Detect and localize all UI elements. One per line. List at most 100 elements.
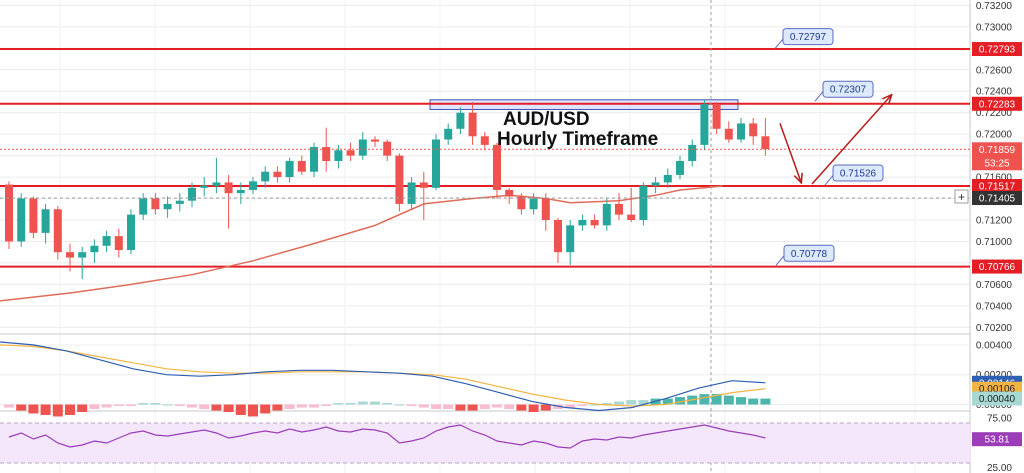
level-badge-bg xyxy=(972,96,1022,111)
price-tick-label: 0.73200 xyxy=(976,1,1013,12)
chart-title: AUD/USD xyxy=(503,109,590,130)
candle-body xyxy=(249,181,257,190)
candle-body xyxy=(102,236,111,246)
macd-readout: 0.00106 xyxy=(979,384,1016,395)
macd-histogram-bar xyxy=(4,404,14,408)
macd-histogram-bar xyxy=(638,400,649,405)
candle-body xyxy=(334,150,343,161)
candle-body xyxy=(590,220,599,226)
price-tick-label: 0.70400 xyxy=(976,301,1013,312)
candle-body xyxy=(224,182,233,194)
countdown-badge: 53:25 xyxy=(984,158,1009,169)
moving-average-line xyxy=(0,185,723,302)
candle-body xyxy=(310,147,318,172)
price-tick-label: 0.70600 xyxy=(976,280,1013,291)
macd-histogram-bar xyxy=(126,404,136,407)
candle-body xyxy=(615,203,623,215)
current-price-bg xyxy=(972,142,1022,171)
macd-histogram-bar xyxy=(394,404,405,406)
macd-histogram-bar xyxy=(492,404,502,408)
macd-histogram-bar xyxy=(626,400,637,405)
macd-histogram-bar xyxy=(675,397,685,405)
rsi-band xyxy=(0,423,970,463)
price-tick-label: 0.71600 xyxy=(976,173,1013,184)
macd-histogram-bar xyxy=(345,403,356,405)
price-tick-label: 0.71000 xyxy=(976,237,1013,248)
macd-histogram-bar xyxy=(321,404,332,407)
macd-histogram-bar xyxy=(174,404,185,407)
level-badge: 0.72283 xyxy=(979,99,1016,110)
price-tick-label: 0.72400 xyxy=(976,87,1013,98)
macd-histogram-bar xyxy=(553,404,563,409)
macd-histogram-bar xyxy=(540,404,551,411)
macd-tick-label: 0.00400 xyxy=(976,340,1013,351)
callout-box xyxy=(832,164,884,182)
candle-body xyxy=(700,104,709,145)
macd-histogram-bar xyxy=(150,403,161,405)
candle-body xyxy=(273,171,282,178)
plus-icon: + xyxy=(958,190,965,204)
macd-histogram-bar xyxy=(296,404,307,408)
price-tick-label: 0.71200 xyxy=(976,216,1013,227)
level-badge: 0.72793 xyxy=(979,45,1016,56)
macd-histogram-bar xyxy=(711,394,722,405)
macd-histogram-bar xyxy=(467,404,478,411)
macd-readout: 0.00040 xyxy=(979,394,1016,405)
macd-histogram-bar xyxy=(138,403,149,405)
macd-histogram-bar xyxy=(52,404,63,417)
macd-signal-line xyxy=(0,344,766,407)
macd-histogram-bar xyxy=(272,404,283,411)
level-badge-bg xyxy=(972,259,1022,274)
candle-body xyxy=(578,220,587,226)
crosshair-price-badge: 0.71405 xyxy=(979,194,1016,205)
price-tick-label: 0.72600 xyxy=(976,65,1013,76)
macd-histogram-bar xyxy=(443,404,454,409)
macd-histogram-bar xyxy=(16,404,27,411)
candle-body xyxy=(5,184,13,242)
chart-subtitle: Hourly Timeframe xyxy=(497,129,658,150)
candle-body xyxy=(724,128,733,140)
price-tick-label: 0.72200 xyxy=(976,108,1013,119)
callout-label: 0.70778 xyxy=(791,249,828,260)
candle-body xyxy=(114,236,123,251)
price-tick-label: 0.72000 xyxy=(976,130,1013,141)
macd-histogram-bar xyxy=(760,398,771,405)
candle-body xyxy=(517,196,526,210)
candle-body xyxy=(761,136,770,150)
macd-histogram-bar xyxy=(187,404,197,408)
price-tick-label: 0.70200 xyxy=(976,323,1013,334)
macd-histogram-bar xyxy=(248,404,258,417)
candle-body xyxy=(78,252,87,258)
candle-body xyxy=(66,252,74,258)
candle-body xyxy=(468,112,477,137)
candle-body xyxy=(456,112,465,129)
macd-histogram-bar xyxy=(211,404,222,411)
arrow-down xyxy=(779,123,801,182)
macd-tick-label: 0.00200 xyxy=(976,370,1013,381)
candle-body xyxy=(529,198,538,210)
level-lines xyxy=(0,48,970,268)
candle-body xyxy=(297,160,306,172)
candle-body xyxy=(676,160,684,175)
candle-body xyxy=(627,214,636,220)
macd-readout-bg xyxy=(972,391,1022,406)
macd-histogram-bar xyxy=(577,404,588,407)
candle-body xyxy=(395,155,404,204)
macd-histogram-bar xyxy=(565,404,576,408)
indicator-grid xyxy=(0,344,970,406)
candle-body xyxy=(663,174,672,183)
crosshair-add-button[interactable]: + xyxy=(954,189,969,204)
macd-line xyxy=(0,341,766,412)
macd-histogram-bar xyxy=(382,403,393,405)
price-tick-label: 0.73000 xyxy=(976,22,1013,33)
macd-histogram-bar xyxy=(223,404,234,412)
candle-body xyxy=(29,198,38,233)
macd-histogram-bar xyxy=(736,397,746,405)
macd-histogram-bar xyxy=(748,398,759,405)
callout-label: 0.72307 xyxy=(830,85,867,96)
candle-body xyxy=(383,141,392,156)
macd-pane xyxy=(0,341,771,417)
macd-histogram-bar xyxy=(516,404,527,411)
candlestick-series xyxy=(5,99,770,280)
